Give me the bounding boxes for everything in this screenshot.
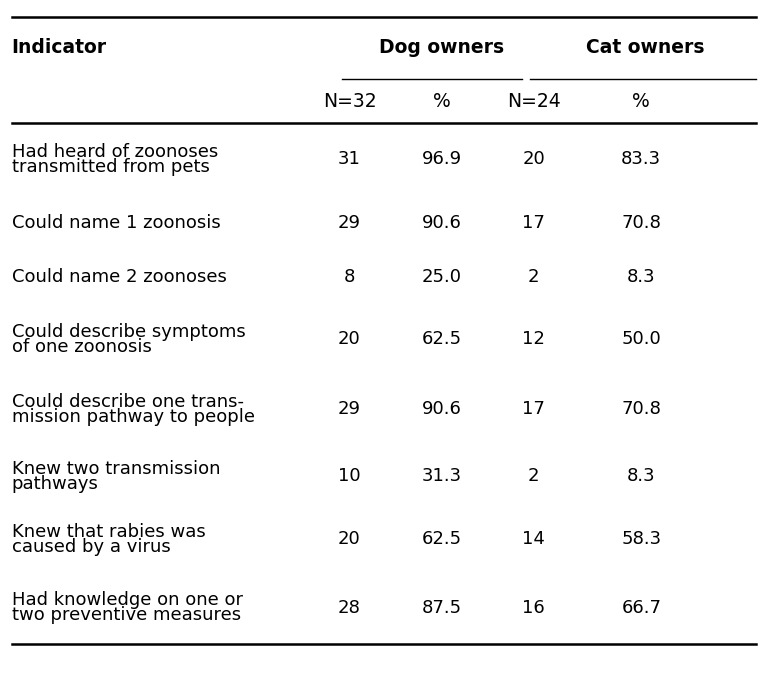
Text: 8: 8 [344, 269, 355, 286]
Text: Cat owners: Cat owners [586, 38, 704, 58]
Text: %: % [632, 92, 650, 110]
Text: 8.3: 8.3 [627, 467, 656, 485]
Text: 2: 2 [528, 467, 539, 485]
Text: Knew that rabies was: Knew that rabies was [12, 523, 205, 541]
Text: 31: 31 [338, 150, 361, 169]
Text: caused by a virus: caused by a virus [12, 538, 170, 556]
Text: N=24: N=24 [507, 92, 561, 110]
Text: Indicator: Indicator [12, 38, 107, 58]
Text: 66.7: 66.7 [621, 599, 661, 617]
Text: 96.9: 96.9 [422, 150, 462, 169]
Text: 20: 20 [338, 530, 361, 549]
Text: Could describe symptoms: Could describe symptoms [12, 323, 245, 340]
Text: 12: 12 [522, 330, 545, 348]
Text: Dog owners: Dog owners [379, 38, 504, 58]
Text: 29: 29 [338, 400, 361, 419]
Text: 28: 28 [338, 599, 361, 617]
Text: Could name 2 zoonoses: Could name 2 zoonoses [12, 269, 227, 286]
Text: 70.8: 70.8 [621, 400, 661, 419]
Text: 10: 10 [338, 467, 361, 485]
Text: 62.5: 62.5 [422, 530, 462, 549]
Text: Had heard of zoonoses: Had heard of zoonoses [12, 142, 218, 161]
Text: 8.3: 8.3 [627, 269, 656, 286]
Text: 2: 2 [528, 269, 539, 286]
Text: pathways: pathways [12, 475, 98, 493]
Text: 25.0: 25.0 [422, 269, 462, 286]
Text: 16: 16 [522, 599, 545, 617]
Text: of one zoonosis: of one zoonosis [12, 338, 151, 356]
Text: Could describe one trans-: Could describe one trans- [12, 393, 243, 411]
Text: 90.6: 90.6 [422, 400, 462, 419]
Text: 17: 17 [522, 214, 545, 232]
Text: 20: 20 [338, 330, 361, 348]
Text: 83.3: 83.3 [621, 150, 661, 169]
Text: 62.5: 62.5 [422, 330, 462, 348]
Text: 31.3: 31.3 [422, 467, 462, 485]
Text: 50.0: 50.0 [621, 330, 661, 348]
Text: Had knowledge on one or: Had knowledge on one or [12, 591, 243, 610]
Text: N=32: N=32 [323, 92, 376, 110]
Text: 58.3: 58.3 [621, 530, 661, 549]
Text: transmitted from pets: transmitted from pets [12, 158, 210, 176]
Text: 90.6: 90.6 [422, 214, 462, 232]
Text: 87.5: 87.5 [422, 599, 462, 617]
Text: 70.8: 70.8 [621, 214, 661, 232]
Text: 29: 29 [338, 214, 361, 232]
Text: 17: 17 [522, 400, 545, 419]
Text: Knew two transmission: Knew two transmission [12, 460, 220, 477]
Text: two preventive measures: two preventive measures [12, 606, 240, 625]
Text: mission pathway to people: mission pathway to people [12, 408, 254, 426]
Text: Could name 1 zoonosis: Could name 1 zoonosis [12, 214, 220, 232]
Text: 20: 20 [522, 150, 545, 169]
Text: 14: 14 [522, 530, 545, 549]
Text: %: % [432, 92, 451, 110]
